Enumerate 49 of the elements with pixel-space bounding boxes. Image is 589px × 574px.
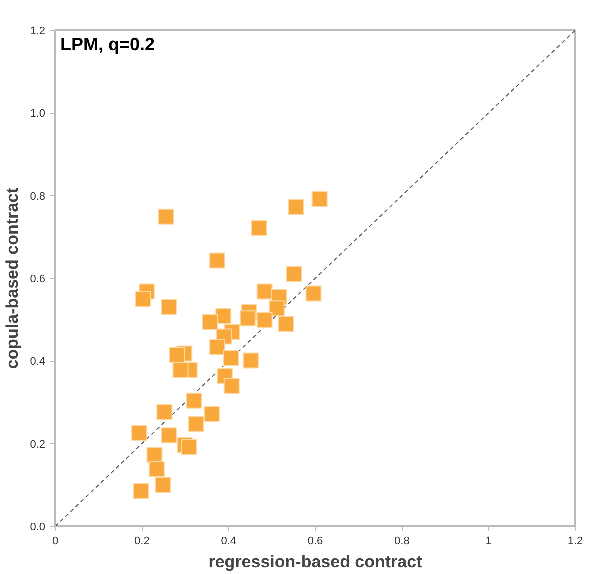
point xyxy=(135,291,152,308)
y-tick-label: 0.4 xyxy=(30,356,46,368)
x-tick-label: 0.6 xyxy=(308,536,324,548)
point xyxy=(148,461,165,478)
point xyxy=(169,347,186,364)
point xyxy=(223,350,239,366)
x-tick-label: 0 xyxy=(52,536,59,548)
point xyxy=(161,428,178,444)
point xyxy=(172,362,189,378)
point xyxy=(146,446,163,463)
x-axis-title: regression-based contract xyxy=(208,552,423,572)
point xyxy=(251,220,268,236)
point xyxy=(268,300,285,317)
point xyxy=(158,208,174,225)
x-tick-label: 1.2 xyxy=(568,536,584,548)
point xyxy=(154,477,171,494)
x-tick-label: 1 xyxy=(486,536,492,548)
y-tick-label: 1.2 xyxy=(30,26,46,38)
y-tick-label: 0.6 xyxy=(30,274,46,286)
point xyxy=(181,440,198,456)
point xyxy=(133,482,150,499)
point xyxy=(256,284,273,300)
y-tick-label: 0.8 xyxy=(30,190,46,203)
point xyxy=(202,314,218,330)
point xyxy=(242,352,259,369)
point xyxy=(188,416,204,432)
y-tick-label: 0.0 xyxy=(30,522,46,534)
point xyxy=(132,426,148,442)
point xyxy=(306,286,322,302)
x-tick-label: 0.2 xyxy=(134,536,150,548)
point xyxy=(186,392,202,409)
point xyxy=(288,199,304,216)
chart-title: LPM, q=0.2 xyxy=(60,34,156,54)
point xyxy=(156,404,173,420)
point xyxy=(312,192,328,208)
point xyxy=(161,299,178,316)
point xyxy=(256,312,273,328)
x-tick-label: 0.8 xyxy=(394,536,410,548)
point xyxy=(204,406,220,422)
y-axis-title: copula-based contract xyxy=(3,187,22,370)
point xyxy=(210,340,226,356)
y-tick-label: 1.0 xyxy=(30,108,46,120)
y-tick-label: 0.2 xyxy=(30,438,46,451)
point xyxy=(224,378,240,394)
point xyxy=(286,266,302,282)
x-tick-label: 0.4 xyxy=(221,536,236,548)
point xyxy=(210,252,226,269)
point xyxy=(240,310,256,327)
point xyxy=(278,316,294,332)
